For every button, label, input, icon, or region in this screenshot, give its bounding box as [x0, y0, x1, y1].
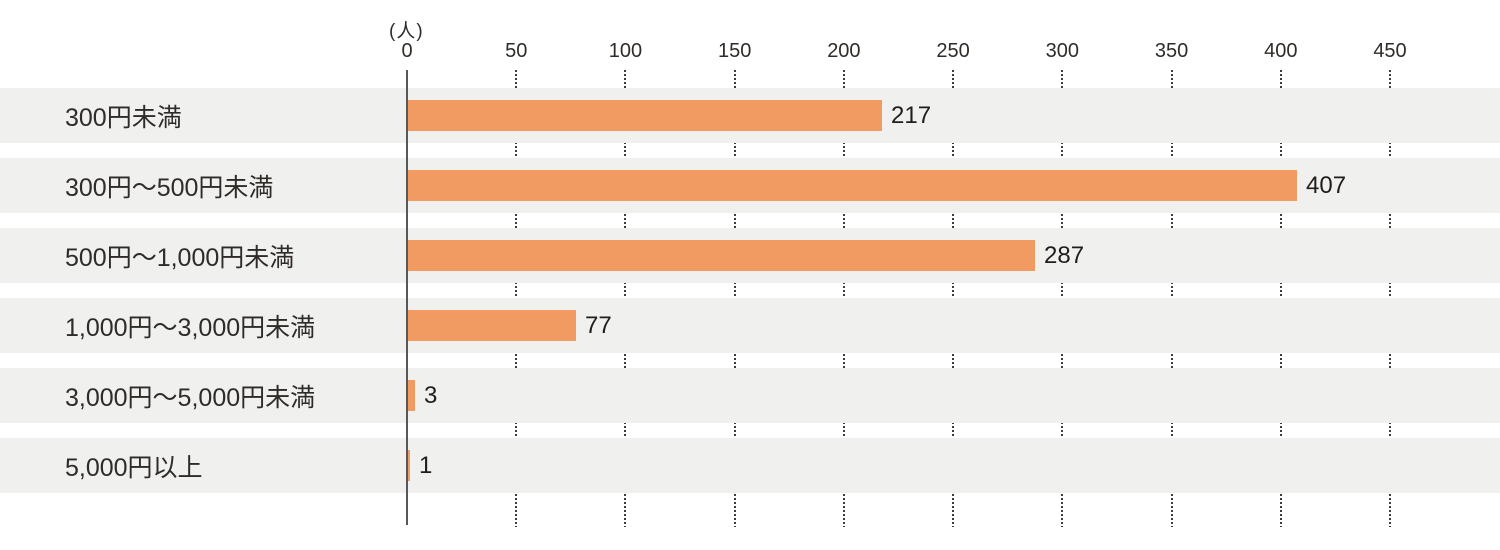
bar-wrap: 3: [408, 368, 437, 423]
x-tick-label: 350: [1154, 40, 1189, 62]
bar: [408, 310, 576, 341]
value-label: 3: [424, 381, 438, 409]
chart-row: 500円〜1,000円未満 287: [0, 228, 1500, 283]
bar: [408, 170, 1297, 201]
chart-row: 1,000円〜3,000円未満 77: [0, 298, 1500, 353]
bar-wrap: 407: [408, 158, 1346, 213]
category-label: 500円〜1,000円未満: [65, 243, 295, 272]
x-tick-label: 300: [1045, 40, 1080, 62]
bar-wrap: 1: [408, 438, 432, 493]
chart-row: 5,000円以上 1: [0, 438, 1500, 493]
x-tick-label: 450: [1373, 40, 1407, 62]
bar: [408, 240, 1035, 271]
category-label: 300円〜500円未満: [65, 173, 274, 202]
value-label: 77: [585, 311, 612, 339]
x-tick-label: 200: [827, 40, 861, 62]
value-label: 407: [1306, 171, 1347, 199]
x-tick-label: 0: [401, 40, 413, 62]
bar-wrap: 77: [408, 298, 612, 353]
axis-unit-label: (人): [389, 21, 424, 42]
bar-wrap: 287: [408, 228, 1084, 283]
bar: [408, 380, 415, 411]
bar: [408, 450, 410, 481]
zero-axis-line: [406, 70, 408, 525]
category-label: 300円未満: [65, 103, 182, 132]
x-tick-label: 250: [936, 40, 970, 62]
chart-rows: 300円未満 217 300円〜500円未満 407 500円〜1,000円未満 287 1…: [0, 88, 1500, 508]
category-label: 1,000円〜3,000円未満: [65, 313, 316, 342]
value-label: 287: [1044, 241, 1085, 269]
x-tick-label: 100: [608, 40, 643, 62]
bar: [408, 100, 882, 131]
value-label: 217: [891, 101, 932, 129]
x-tick-label: 400: [1264, 40, 1298, 62]
chart-row: 300円未満 217: [0, 88, 1500, 143]
category-label: 5,000円以上: [65, 453, 203, 482]
value-label: 1: [419, 451, 433, 479]
chart-row: 3,000円〜5,000円未満 3: [0, 368, 1500, 423]
category-label: 3,000円〜5,000円未満: [65, 383, 316, 412]
x-tick-label: 150: [717, 40, 752, 62]
bar-wrap: 217: [408, 88, 931, 143]
x-tick-label: 50: [505, 40, 528, 62]
chart-row: 300円〜500円未満 407: [0, 158, 1500, 213]
